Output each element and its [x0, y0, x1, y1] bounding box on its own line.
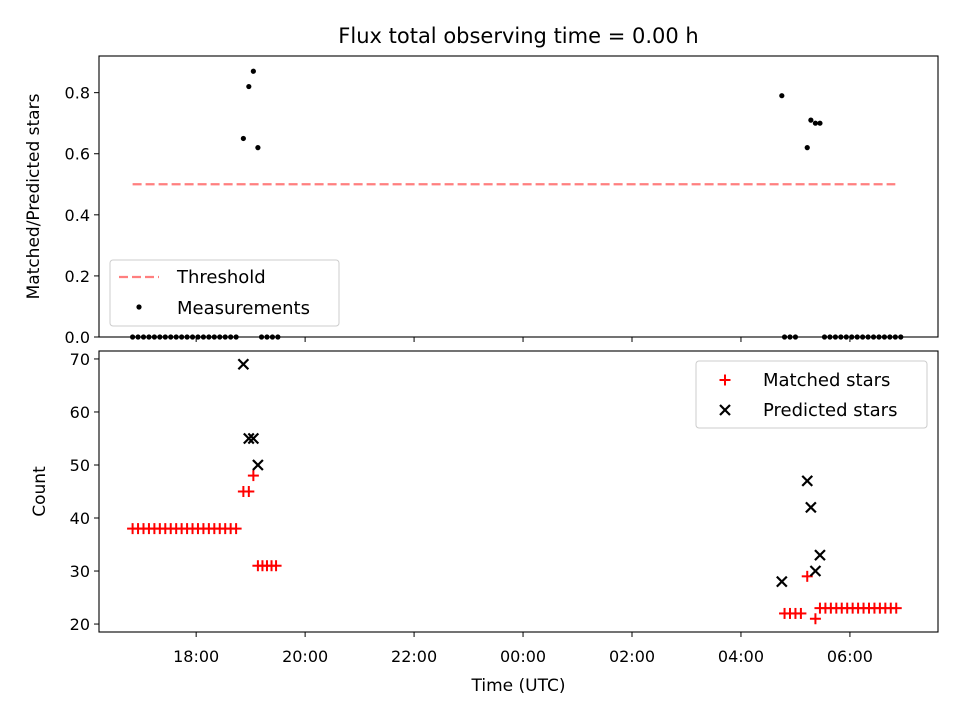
time-x-tick-label: 20:00 — [282, 647, 328, 666]
predicted-star-point — [252, 459, 264, 471]
measurement-point — [255, 145, 261, 151]
predicted-star-point — [243, 432, 255, 445]
legend-predicted-label: Predicted stars — [763, 400, 897, 421]
measurement-point — [250, 68, 256, 74]
predicted-star-point — [805, 501, 817, 514]
measurement-point — [808, 117, 814, 123]
measurement-point — [246, 83, 252, 90]
count-y-tick-label: 60 — [70, 403, 90, 422]
count-plot-frame — [98, 350, 939, 633]
ratio-plot-frame — [98, 55, 939, 338]
ratio-y-tick-label: 0.8 — [65, 84, 90, 103]
time-x-tick-label: 18:00 — [173, 647, 219, 666]
time-x-tick-label: 02:00 — [609, 647, 655, 666]
matched-star-point — [243, 486, 255, 497]
measurement-point — [779, 93, 785, 99]
ratio-y-tick-label: 0.2 — [65, 267, 90, 286]
matched-star-point — [809, 613, 821, 625]
measurement-point — [817, 120, 823, 126]
legend-measurements-label: Measurements — [177, 298, 310, 319]
matched-star-point — [890, 602, 902, 614]
predicted-star-point — [776, 575, 788, 588]
count-y-tick-label: 70 — [70, 350, 90, 369]
time-x-tick-label: 00:00 — [500, 647, 546, 666]
matched-star-point — [270, 560, 282, 572]
predicted-star-point — [237, 358, 250, 371]
matched-star-point — [795, 607, 807, 619]
count-y-tick-label: 20 — [70, 615, 90, 634]
count-panel: 20 30 40 50 60 70 18:00 20:00 22:00 00:00 02:00 04:… — [70, 350, 939, 666]
matched-star-point — [247, 470, 259, 482]
legend-measurements-swatch — [136, 304, 142, 310]
legend-matched-swatch — [719, 374, 731, 386]
measurement-point — [240, 135, 246, 142]
count-y-tick-label: 50 — [70, 456, 90, 475]
ratio-y-axis-label: Matched/Predicted stars — [24, 93, 44, 299]
count-legend: Matched stars Predicted stars — [695, 360, 928, 429]
time-x-tick-label: 06:00 — [827, 647, 873, 666]
count-y-axis-label: Count — [30, 466, 50, 517]
legend-matched-label: Matched stars — [763, 370, 890, 391]
time-x-axis-label: Time (UTC) — [471, 676, 566, 696]
time-x-tick-label: 04:00 — [718, 647, 764, 666]
predicted-star-point — [814, 549, 826, 561]
matched-star-point — [230, 523, 242, 535]
predicted-star-point — [809, 565, 822, 577]
time-x-tick-label: 22:00 — [391, 647, 437, 666]
ratio-legend-box — [109, 259, 340, 327]
ratio-y-tick-label: 0.4 — [65, 206, 90, 225]
legend-predicted-swatch — [719, 404, 731, 416]
count-legend-box — [695, 360, 928, 429]
ratio-y-tick-label: 0.0 — [65, 328, 90, 347]
measurement-point — [812, 120, 819, 126]
ratio-legend: Threshold Measurements — [109, 259, 340, 327]
count-y-tick-label: 30 — [70, 562, 90, 581]
predicted-star-point — [801, 475, 814, 487]
ratio-panel: 0.0 0.2 0.4 0.6 0.8 Threshold Measurements — [65, 55, 939, 347]
chart-title: Flux total observing time = 0.00 h — [338, 24, 698, 48]
predicted-star-point — [247, 432, 260, 445]
count-y-tick-label: 40 — [70, 509, 90, 528]
measurement-point — [804, 145, 810, 151]
legend-threshold-label: Threshold — [176, 267, 266, 288]
ratio-y-tick-label: 0.6 — [65, 145, 90, 164]
